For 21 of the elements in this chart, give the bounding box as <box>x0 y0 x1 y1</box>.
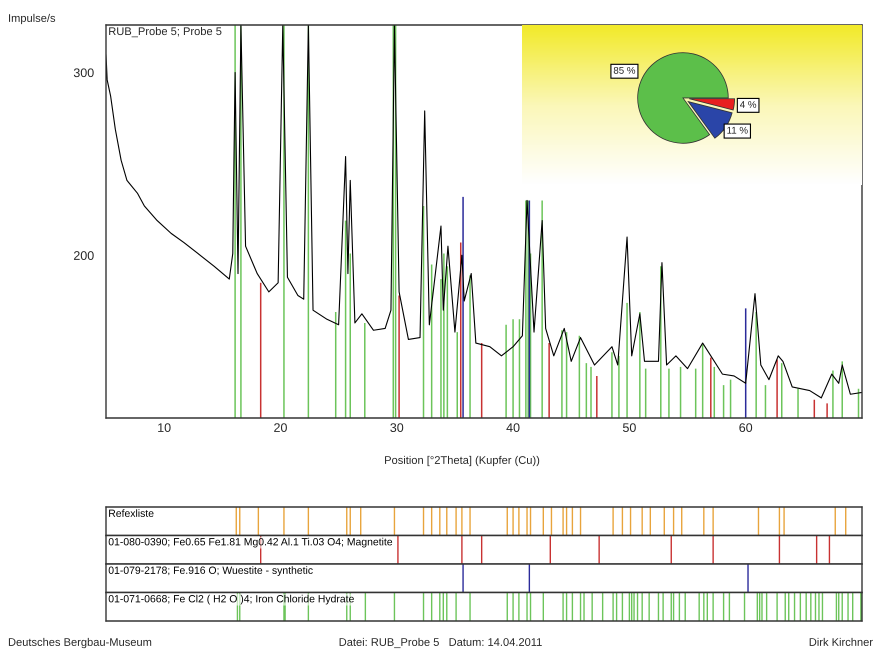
x-tick-label: 50 <box>622 423 636 432</box>
text: Datei: RUB_Probe 5 Datum: 14.04.2011 <box>340 638 542 648</box>
chart-title: RUB_Probe 5; Probe 5 <box>109 26 222 38</box>
y-tick-label: 200 <box>74 251 94 260</box>
x-tick-label: 40 <box>506 423 520 432</box>
chart-title: 01-080-0390; Fe0.65 Fe1.81 Mg0.42 Al.1 Ti.03 O4; Magnetite <box>108 538 392 548</box>
chart-title: 01-079-2178; Fe.916 O; Wuestite - synthetic <box>108 566 313 576</box>
data-label: 4 % <box>740 101 756 108</box>
x-axis-title: Position [°2Theta] (Kupfer (Cu)) <box>385 456 540 466</box>
data-label: 11 % <box>727 126 748 134</box>
text: Deutsches Bergbau-Museum <box>8 638 152 648</box>
x-tick-label: 60 <box>739 423 752 432</box>
data-label: 85 % <box>614 66 636 74</box>
x-tick-label: 10 <box>158 423 171 432</box>
y-tick-label: 300 <box>74 68 94 78</box>
chart-title: 01-071-0668; Fe Cl2 ( H2 O )4; Iron Chloride Hydrate <box>108 594 354 604</box>
chart-title: Refexliste <box>109 509 154 517</box>
text: Dirk Kirchner <box>810 638 873 646</box>
y-axis-title: Impulse/s <box>9 14 56 24</box>
x-tick-label: 30 <box>390 423 404 432</box>
x-tick-label: 20 <box>274 423 287 432</box>
